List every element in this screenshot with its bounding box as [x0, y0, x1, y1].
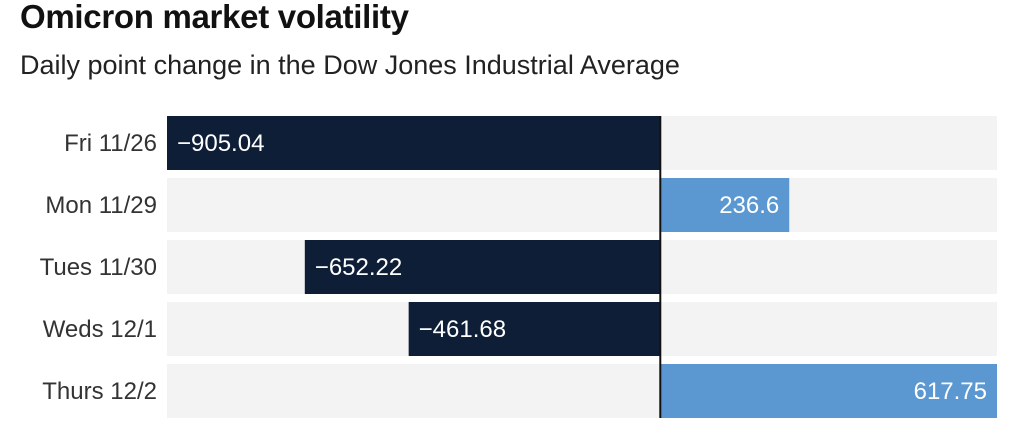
category-label: Thurs 12/2 [42, 378, 157, 405]
category-label: Mon 11/29 [45, 192, 157, 219]
category-label: Tues 11/30 [40, 254, 157, 281]
data-label: −461.68 [419, 316, 506, 343]
bar [660, 364, 997, 418]
bar [167, 116, 661, 170]
bar-track [167, 178, 997, 232]
chart-subtitle: Daily point change in the Dow Jones Indu… [20, 50, 680, 80]
data-label: 617.75 [914, 378, 987, 405]
bar [304, 240, 661, 294]
data-label: −652.22 [315, 254, 402, 281]
bar [408, 302, 661, 356]
category-label: Fri 11/26 [64, 130, 157, 157]
chart-title: Omicron market volatility [20, 0, 409, 35]
data-label: 236.6 [719, 192, 779, 219]
category-label: Weds 12/1 [43, 316, 157, 343]
bar [660, 178, 790, 232]
data-label: −905.04 [177, 130, 264, 157]
